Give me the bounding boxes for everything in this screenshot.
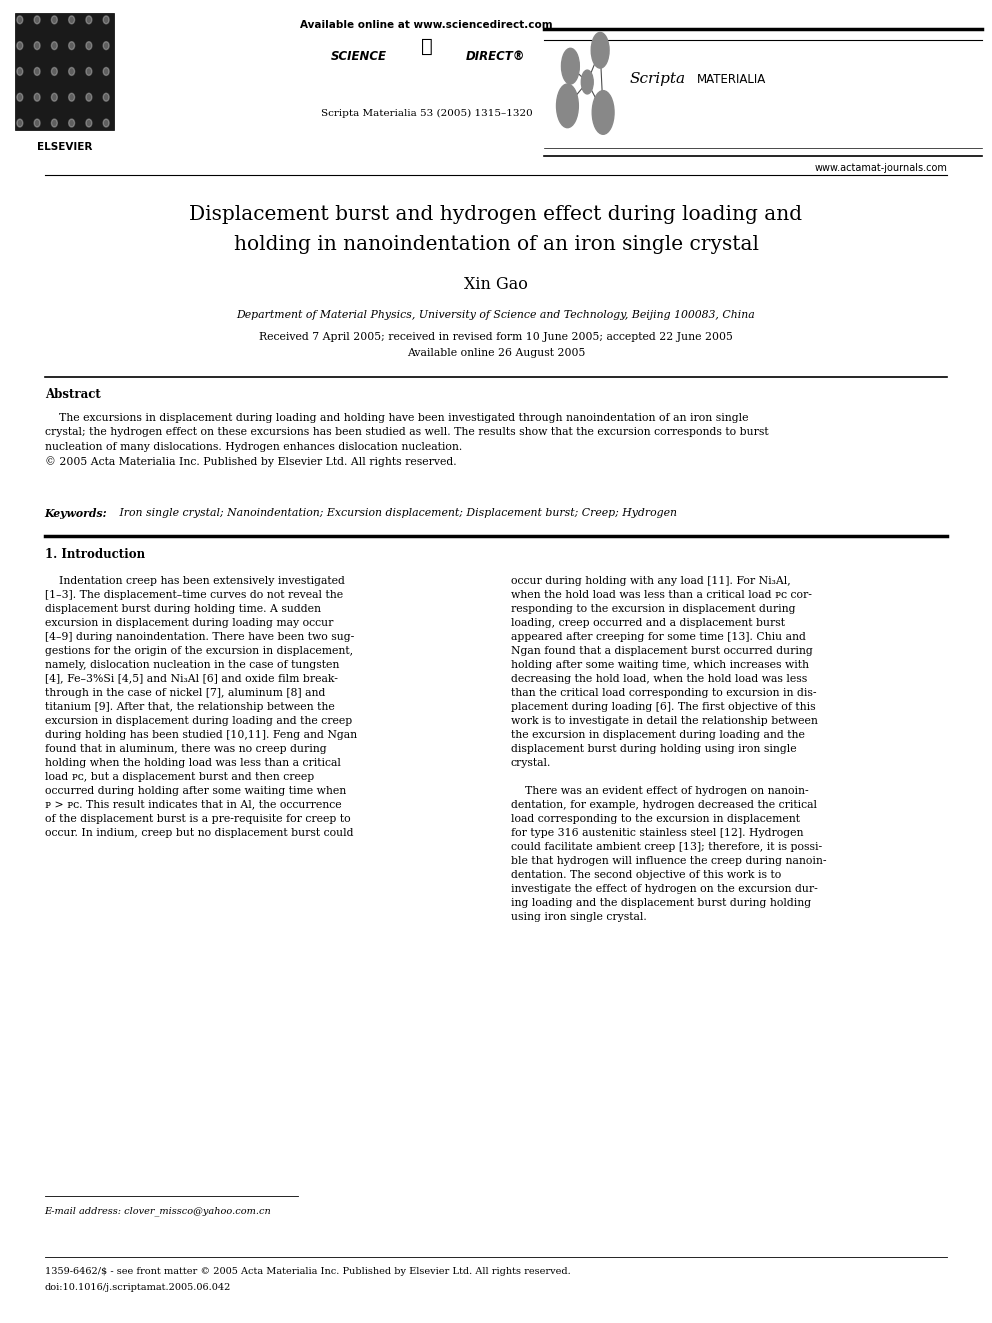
Ellipse shape [34,41,40,49]
Ellipse shape [34,93,40,102]
Ellipse shape [592,90,614,134]
Ellipse shape [17,16,23,24]
Ellipse shape [68,41,74,49]
Ellipse shape [34,67,40,75]
Ellipse shape [557,83,578,127]
Text: Keywords:: Keywords: [45,508,107,519]
Ellipse shape [68,16,74,24]
Ellipse shape [17,67,23,75]
Ellipse shape [68,93,74,102]
Text: 1. Introduction: 1. Introduction [45,548,145,561]
Ellipse shape [103,16,109,24]
Text: Iron single crystal; Nanoindentation; Excursion displacement; Displacement burst: Iron single crystal; Nanoindentation; Ex… [116,508,678,519]
Ellipse shape [34,119,40,127]
Text: Displacement burst and hydrogen effect during loading and: Displacement burst and hydrogen effect d… [189,205,803,224]
Text: www.actamat-journals.com: www.actamat-journals.com [814,163,947,173]
Text: Indentation creep has been extensively investigated
[1–3]. The displacement–time: Indentation creep has been extensively i… [45,576,357,837]
Text: ELSEVIER: ELSEVIER [37,142,92,152]
Ellipse shape [86,93,92,102]
Text: doi:10.1016/j.scriptamat.2005.06.042: doi:10.1016/j.scriptamat.2005.06.042 [45,1283,231,1293]
Text: Department of Material Physics, University of Science and Technology, Beijing 10: Department of Material Physics, Universi… [237,310,755,320]
Text: Scripta Materialia 53 (2005) 1315–1320: Scripta Materialia 53 (2005) 1315–1320 [320,108,533,118]
Text: ⓐ: ⓐ [421,37,433,56]
Ellipse shape [52,41,58,49]
Ellipse shape [591,33,609,69]
Text: Xin Gao: Xin Gao [464,277,528,292]
Ellipse shape [68,119,74,127]
Ellipse shape [86,119,92,127]
Ellipse shape [52,119,58,127]
Ellipse shape [103,93,109,102]
Ellipse shape [86,67,92,75]
Text: SCIENCE: SCIENCE [331,50,387,64]
Text: holding in nanoindentation of an iron single crystal: holding in nanoindentation of an iron si… [233,235,759,254]
Ellipse shape [52,93,58,102]
Text: Available online 26 August 2005: Available online 26 August 2005 [407,348,585,359]
Ellipse shape [86,41,92,49]
Text: Available online at www.sciencedirect.com: Available online at www.sciencedirect.co… [301,20,553,30]
Ellipse shape [34,16,40,24]
Text: Received 7 April 2005; received in revised form 10 June 2005; accepted 22 June 2: Received 7 April 2005; received in revis… [259,332,733,343]
Ellipse shape [103,119,109,127]
Ellipse shape [581,70,593,94]
Ellipse shape [561,48,579,85]
Ellipse shape [52,67,58,75]
Bar [15,13,114,130]
Text: Abstract: Abstract [45,388,100,401]
Text: E-mail address: clover_missco@yahoo.com.cn: E-mail address: clover_missco@yahoo.com.… [45,1207,272,1216]
Text: DIRECT®: DIRECT® [466,50,526,64]
Text: Scripta: Scripta [630,73,686,86]
Ellipse shape [68,67,74,75]
Text: occur during holding with any load [11]. For Ni₃Al,
when the hold load was less : occur during holding with any load [11].… [511,576,826,922]
Ellipse shape [103,41,109,49]
Ellipse shape [52,16,58,24]
Ellipse shape [103,67,109,75]
Ellipse shape [86,16,92,24]
Text: The excursions in displacement during loading and holding have been investigated: The excursions in displacement during lo… [45,413,768,467]
Text: MATERIALIA: MATERIALIA [696,73,766,86]
Text: 1359-6462/$ - see front matter © 2005 Acta Materialia Inc. Published by Elsevier: 1359-6462/$ - see front matter © 2005 Ac… [45,1267,570,1277]
Ellipse shape [17,119,23,127]
Ellipse shape [17,41,23,49]
Ellipse shape [17,93,23,102]
